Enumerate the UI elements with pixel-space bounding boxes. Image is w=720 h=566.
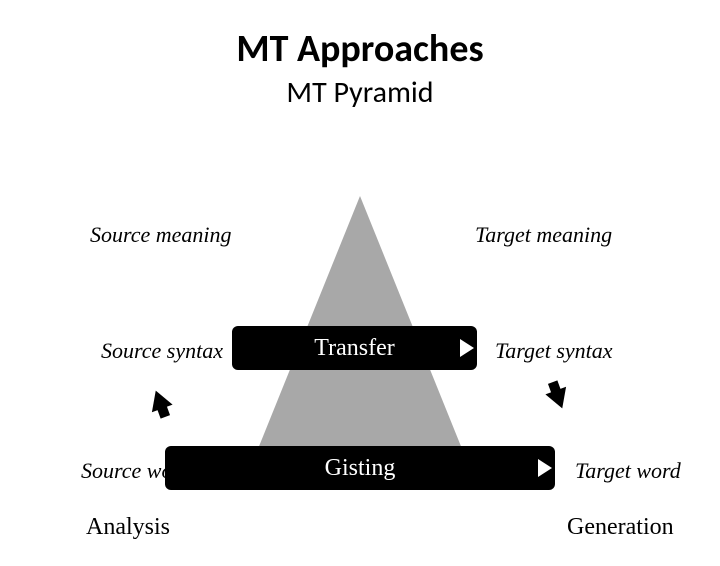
label-target-meaning: Target meaning	[475, 222, 612, 248]
arrow-up-icon	[145, 387, 172, 412]
arrowhead-icon	[538, 459, 552, 477]
label-generation: Generation	[567, 514, 674, 541]
label-target-word: Target word	[575, 458, 681, 484]
label-target-syntax: Target syntax	[495, 338, 613, 364]
bar-gisting: Gisting	[165, 446, 555, 490]
label-analysis: Analysis	[86, 514, 170, 541]
page-subtitle: MT Pyramid	[0, 74, 720, 111]
arrow-down-icon	[545, 387, 572, 412]
arrowhead-icon	[460, 339, 474, 357]
label-source-syntax: Source syntax	[101, 338, 223, 364]
diagram-stage: Source meaning Target meaning Source syn…	[0, 166, 720, 566]
bar-transfer: Transfer	[232, 326, 477, 370]
page-title: MT Approaches	[0, 26, 720, 72]
label-source-meaning: Source meaning	[90, 222, 232, 248]
